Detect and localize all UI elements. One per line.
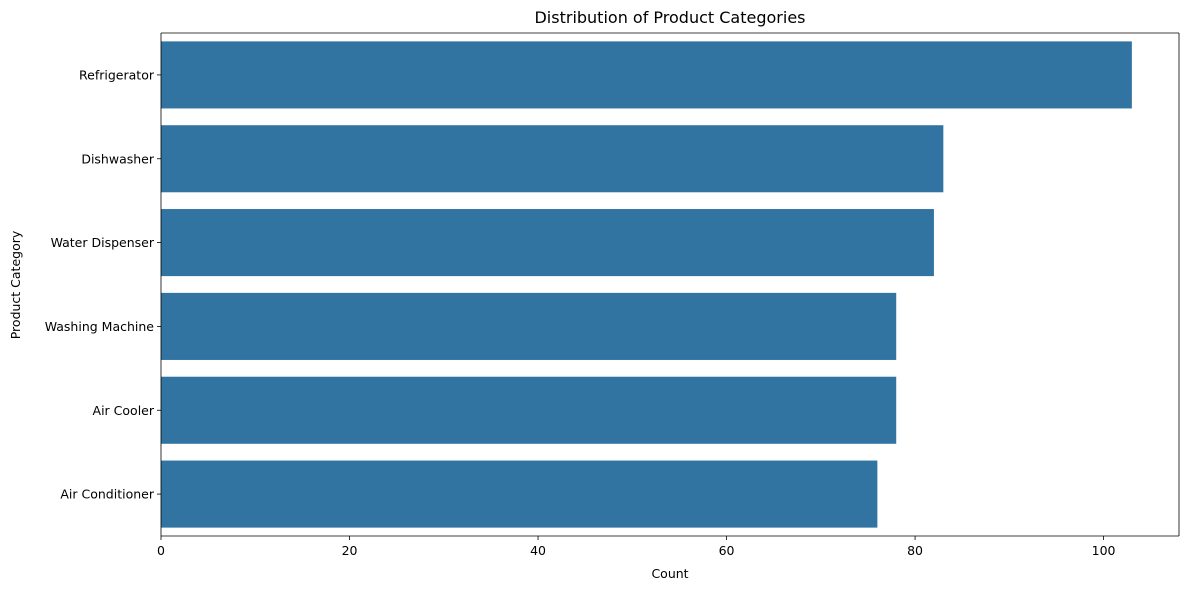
y-tick-label: Washing Machine: [45, 319, 155, 334]
y-tick-label: Air Conditioner: [60, 487, 154, 502]
chart-title: Distribution of Product Categories: [534, 8, 805, 27]
x-ticks-group: 0 20 40 60 80 100: [157, 536, 1116, 558]
y-tick-label: Refrigerator: [79, 67, 155, 82]
bar-refrigerator: [161, 41, 1132, 109]
bars-group: [161, 41, 1132, 528]
bar-dishwasher: [161, 125, 944, 193]
y-tick-label: Water Dispenser: [51, 235, 155, 250]
y-ticks-group: Refrigerator Dishwasher Water Dispenser Was…: [45, 67, 161, 502]
bar-washing-machine: [161, 292, 897, 360]
y-axis-label: Product Category: [8, 230, 23, 339]
x-tick-label: 20: [342, 543, 358, 558]
x-tick-label: 0: [157, 543, 165, 558]
y-tick-label: Air Cooler: [93, 403, 155, 418]
bar-water-dispenser: [161, 209, 934, 277]
bar-air-conditioner: [161, 460, 878, 528]
x-tick-label: 40: [530, 543, 546, 558]
y-tick-label: Dishwasher: [81, 151, 155, 166]
x-axis-label: Count: [651, 566, 688, 581]
x-tick-label: 80: [907, 543, 923, 558]
x-tick-label: 60: [719, 543, 735, 558]
bar-air-cooler: [161, 376, 897, 444]
x-tick-label: 100: [1092, 543, 1116, 558]
